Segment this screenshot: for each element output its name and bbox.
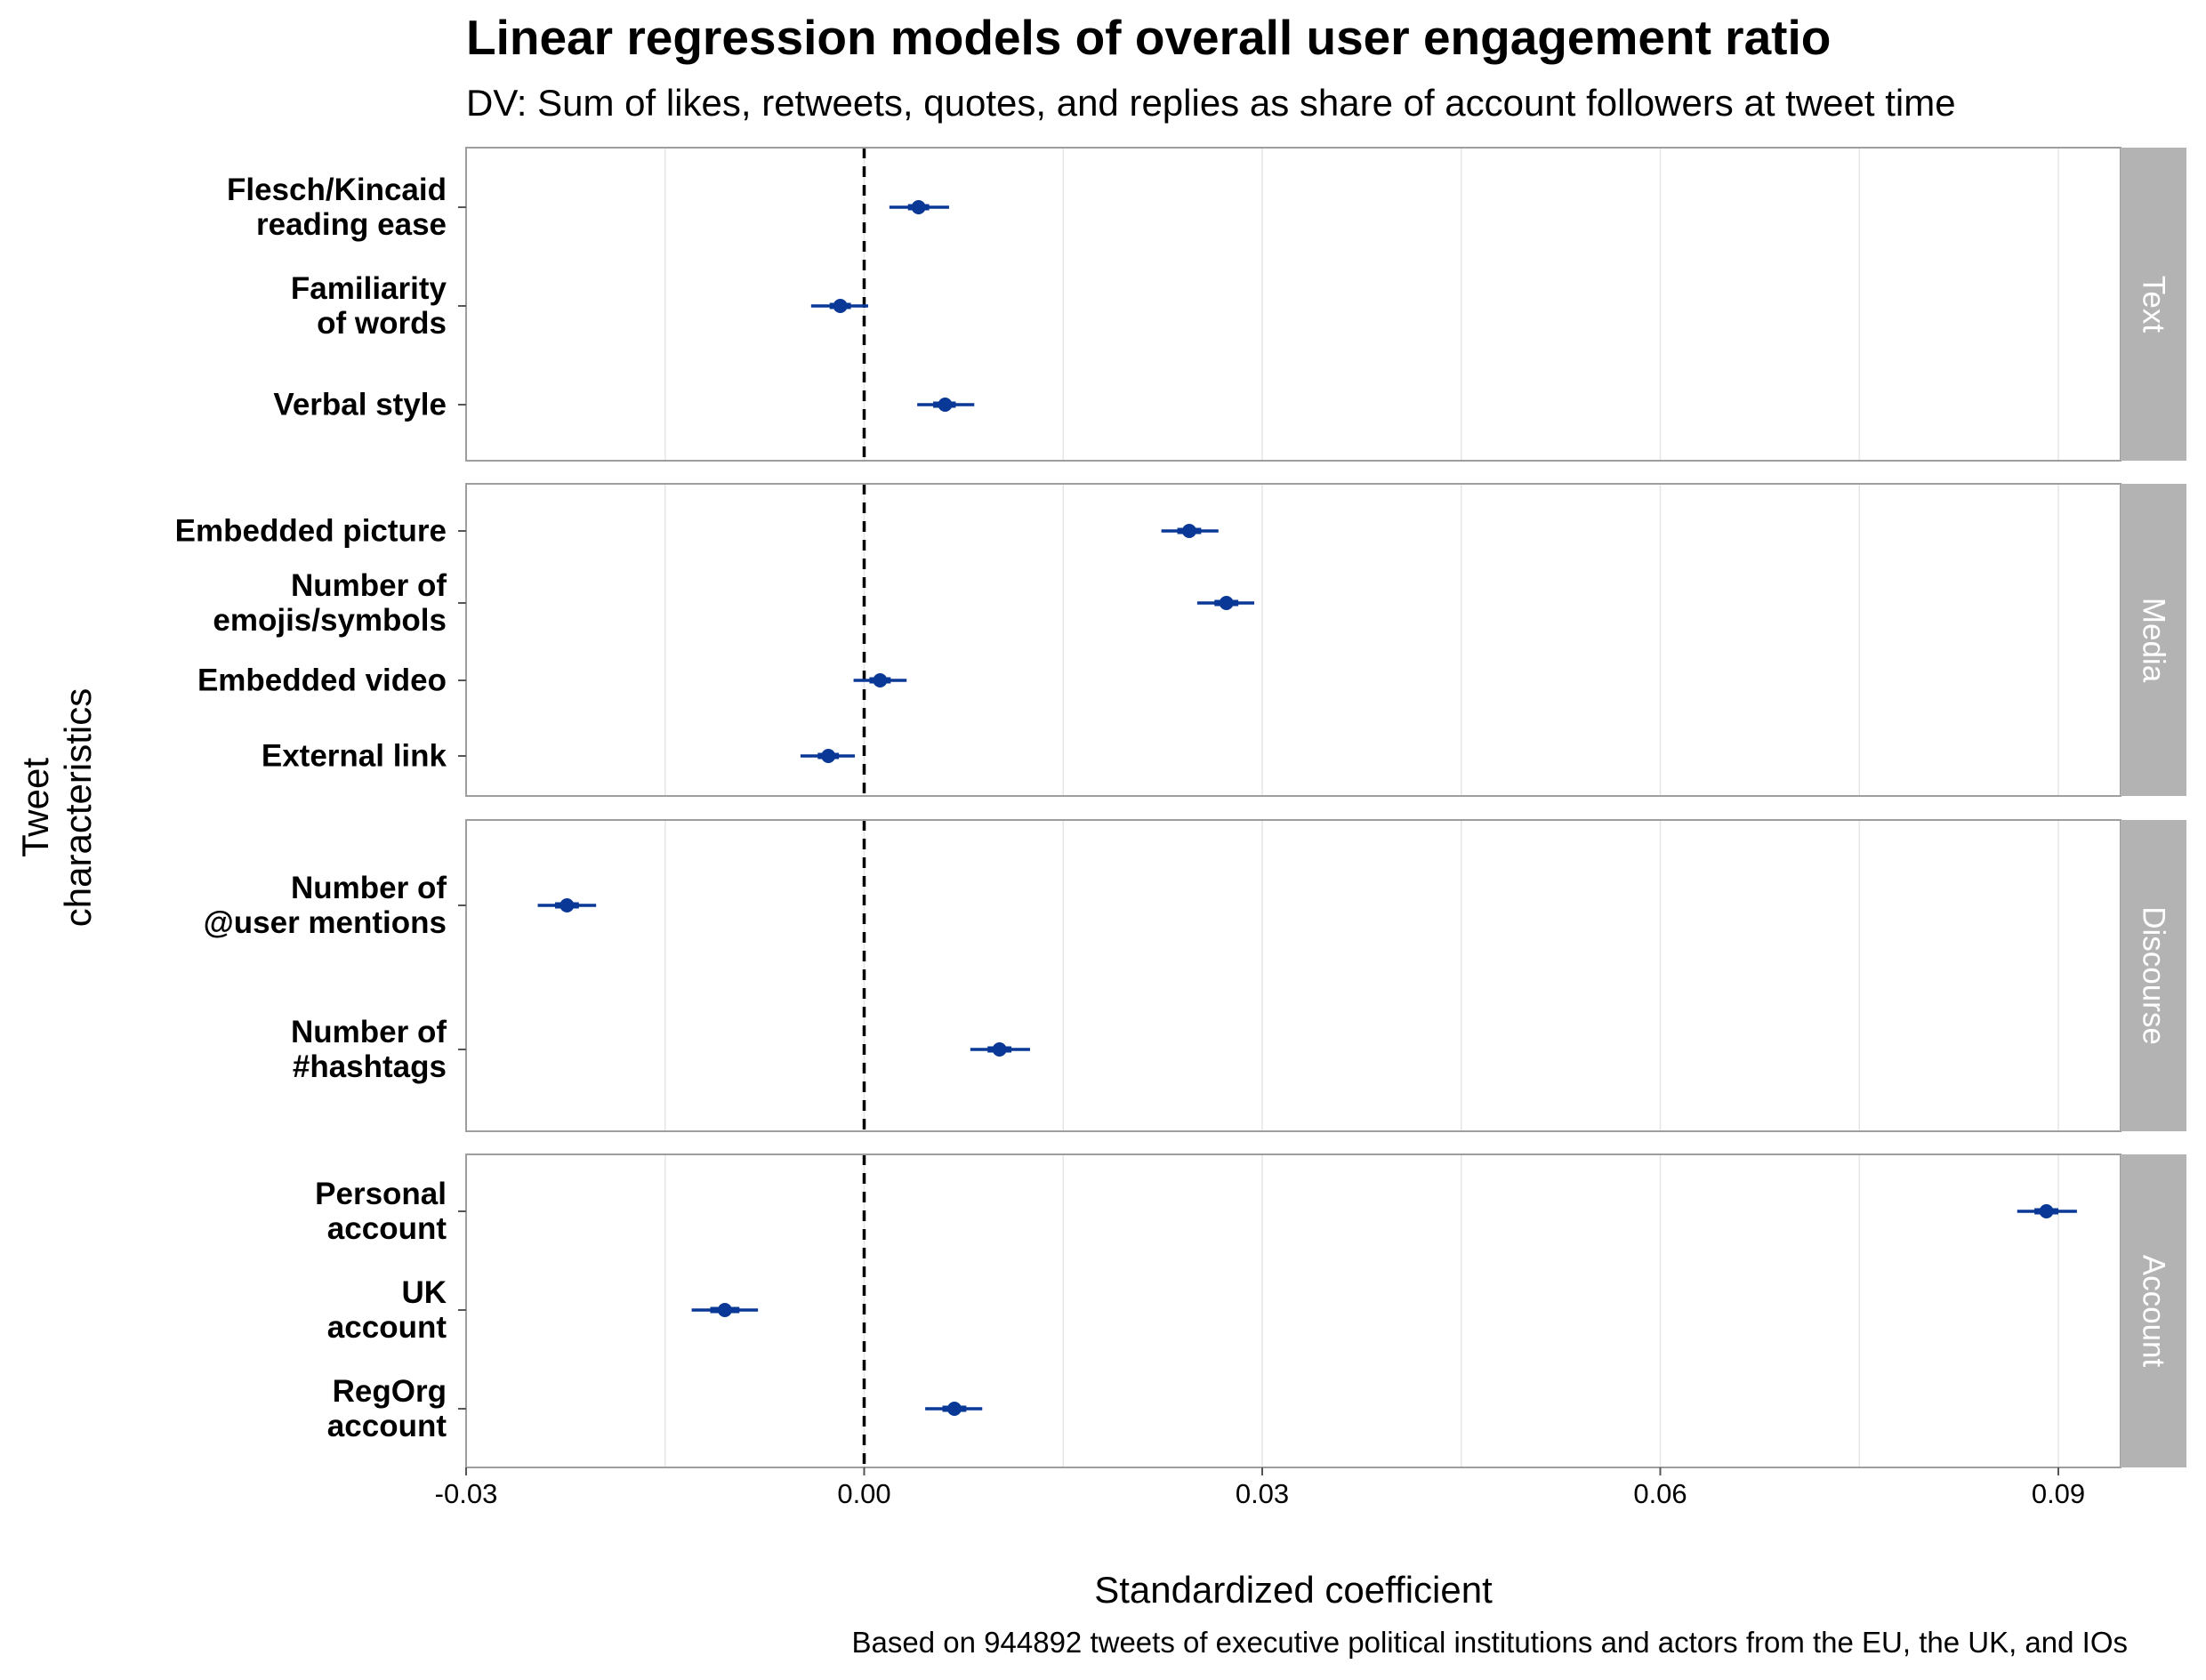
term-label: account <box>327 1211 447 1246</box>
term-label: account <box>327 1310 447 1345</box>
term-label: account <box>327 1409 447 1443</box>
facet-strip-label: Account <box>2137 1255 2171 1368</box>
y-axis-title-line: Tweet <box>14 758 56 857</box>
panel-background <box>466 820 2121 1131</box>
facet-strip <box>2121 148 2186 461</box>
term-label: Familiarity <box>291 271 447 306</box>
coefficient-point <box>1219 596 1234 610</box>
facet-strip <box>2121 1154 2186 1467</box>
x-axis-title: Standardized coefficient <box>1094 1569 1493 1611</box>
coefficient-point <box>992 1042 1007 1057</box>
coefficient-point <box>560 898 575 912</box>
coefficient-point <box>911 200 926 214</box>
term-label: @user mentions <box>204 905 447 940</box>
coefficient-point <box>1181 524 1196 538</box>
term-label: RegOrg <box>333 1374 447 1409</box>
facet-strip-label: Text <box>2137 276 2171 333</box>
coefficient-point <box>873 673 888 687</box>
x-tick-label: 0.00 <box>837 1478 890 1509</box>
x-tick-label: 0.03 <box>1236 1478 1289 1509</box>
facet-strip-label: Discourse <box>2137 906 2171 1045</box>
coefficient-point <box>938 398 953 412</box>
facet-strip <box>2121 820 2186 1131</box>
chart-caption: Based on 944892 tweets of executive poli… <box>851 1626 2128 1659</box>
term-label: External link <box>262 739 447 774</box>
y-axis-title: Tweetcharacteristics <box>14 688 99 927</box>
panel-media: Media Embedded picture Number ofemojis/sym… <box>175 483 2186 797</box>
y-axis-title-line: characteristics <box>57 688 99 927</box>
facet-strip-label: Media <box>2137 598 2171 683</box>
coefficient-point <box>833 299 848 313</box>
x-tick-label: 0.06 <box>1633 1478 1687 1509</box>
x-tick-label: -0.03 <box>435 1478 498 1509</box>
term-label: Flesch/Kincaid <box>227 173 447 207</box>
term-label: Embedded picture <box>175 514 447 549</box>
coefficient-point <box>946 1402 962 1416</box>
term-label: emojis/symbols <box>213 603 447 638</box>
panel-background <box>466 148 2121 461</box>
facet-strip <box>2121 484 2186 796</box>
coefficient-point <box>2039 1204 2054 1218</box>
term-label: Embedded video <box>197 663 447 698</box>
term-label: Number of <box>291 1015 447 1049</box>
term-label: Number of <box>291 568 447 603</box>
panel-account: AccountPersonalaccountUKaccountRegOrgacc… <box>315 1153 2186 1468</box>
term-label: of words <box>317 306 447 341</box>
chart-title: Linear regression models of overall user… <box>466 10 1832 65</box>
coefficient-point <box>717 1303 732 1317</box>
term-label: reading ease <box>256 207 447 242</box>
chart-subtitle: DV: Sum of likes, retweets, quotes, and … <box>466 82 1956 124</box>
coefficient-point <box>821 749 836 763</box>
panel-background <box>466 484 2121 796</box>
x-tick-label: 0.09 <box>2032 1478 2085 1509</box>
term-label: Verbal style <box>273 388 447 422</box>
term-label: #hashtags <box>293 1049 447 1084</box>
term-label: UK <box>401 1275 447 1310</box>
term-label: Personal <box>315 1177 447 1211</box>
term-label: Number of <box>291 871 447 905</box>
